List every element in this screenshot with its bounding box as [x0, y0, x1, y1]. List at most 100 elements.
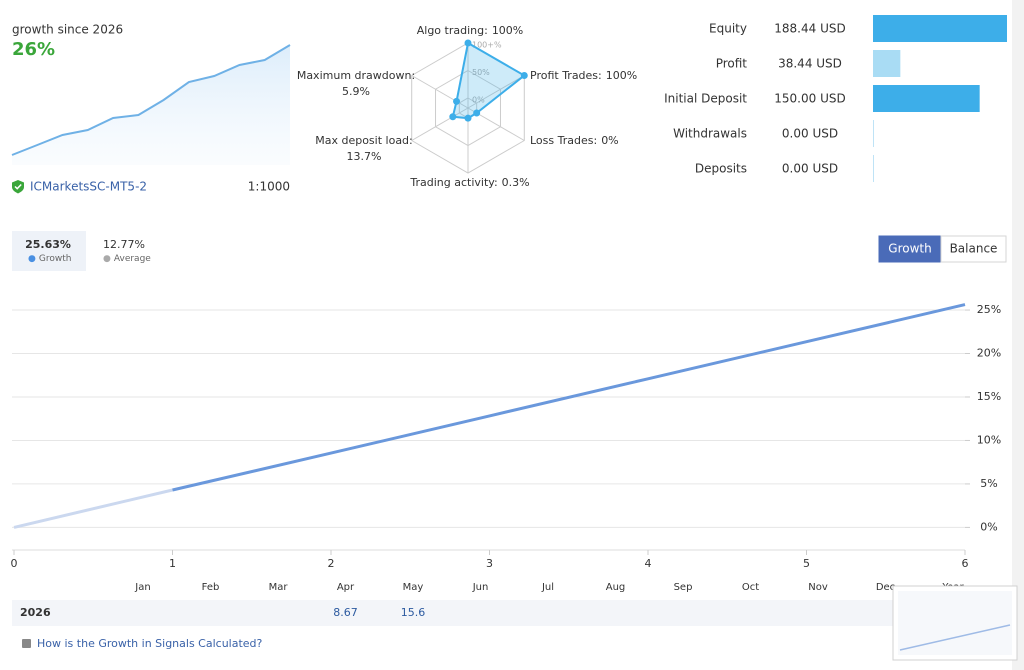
y-tick-label: 0%	[980, 520, 997, 533]
growth-value: 26%	[12, 39, 55, 60]
stat-dot: ●	[103, 254, 111, 264]
month-label: Jan	[134, 582, 150, 593]
month-label: Apr	[337, 582, 355, 593]
account-label: Withdrawals	[673, 127, 747, 141]
month-label: Nov	[808, 582, 828, 593]
radar-axis-value: 0.3%	[502, 176, 530, 189]
y-tick-label: 10%	[977, 433, 1001, 446]
stat-value: 25.63%	[25, 238, 71, 251]
account-label: Initial Deposit	[664, 92, 747, 106]
radar-point	[464, 114, 472, 122]
stat-name: Average	[114, 254, 151, 264]
x-tick-label: 6	[962, 557, 969, 570]
account-bar	[873, 120, 874, 147]
x-tick-label: 2	[328, 557, 335, 570]
account-bar	[873, 155, 874, 182]
account-label: Equity	[709, 22, 747, 36]
radar-point	[464, 39, 472, 47]
radar-point	[449, 113, 457, 121]
radar-axis-value: 5.9%	[342, 85, 370, 98]
y-tick-label: 20%	[977, 347, 1001, 360]
table-cell: 15.6	[401, 606, 426, 619]
x-tick-label: 5	[803, 557, 810, 570]
radar-axis-name: Algo trading:	[417, 24, 488, 37]
month-label: Dec	[876, 582, 895, 593]
radar-axis-label: Profit Trades: 100%	[530, 69, 637, 82]
stat-label: ● Growth	[28, 254, 71, 264]
stat-dot: ●	[28, 254, 36, 264]
month-label: Jun	[472, 582, 489, 593]
radar-tick-label: 100+%	[472, 41, 502, 50]
radar-axis-name: Trading activity:	[409, 176, 497, 189]
radar-axis-value: 13.7%	[347, 150, 382, 163]
radar-tick-label: 0%	[472, 96, 485, 105]
toggle-button[interactable]	[940, 235, 1007, 263]
account-value: 0.00 USD	[782, 162, 838, 176]
stat-value: 12.77%	[103, 238, 145, 251]
stat-tab-active[interactable]	[12, 231, 86, 271]
x-tick-label: 1	[169, 557, 176, 570]
toggle-button-label[interactable]: Growth	[888, 242, 931, 256]
radar-spoke	[467, 75, 525, 109]
account-bar	[873, 15, 1007, 42]
x-tick-label: 0	[11, 557, 18, 570]
right-edge	[1012, 0, 1024, 670]
account-value: 150.00 USD	[774, 92, 845, 106]
toggle-button[interactable]	[878, 235, 942, 263]
month-label: Oct	[742, 582, 759, 593]
radar-axis-value: 0%	[601, 134, 618, 147]
radar-point	[520, 72, 528, 79]
x-tick-label: 4	[645, 557, 652, 570]
growth-line	[13, 488, 173, 529]
account-bar	[873, 50, 901, 77]
toggle-button-label[interactable]: Balance	[950, 242, 998, 256]
radar-axis-value: 100%	[606, 69, 637, 82]
broker-link[interactable]: ICMarketsSC-MT5-2	[30, 180, 147, 194]
radar-axis-value: 100%	[492, 24, 523, 37]
growth-label: growth since 2026	[12, 23, 123, 37]
stat-label: ● Average	[103, 254, 151, 264]
radar-axis-label: Trading activity: 0.3%	[409, 176, 529, 189]
radar-axis-name: Maximum drawdown:	[297, 69, 415, 82]
radar-axis-name: Loss Trades:	[530, 134, 597, 147]
account-bar	[873, 85, 980, 112]
growth-line	[172, 303, 966, 492]
sparkline	[11, 44, 291, 156]
month-label: Sep	[674, 582, 693, 593]
thumbnail-line	[899, 624, 1011, 651]
radar-axis-label: Algo trading: 100%	[417, 24, 524, 37]
radar-point	[453, 97, 461, 105]
table-row-bg	[12, 600, 1012, 626]
help-icon	[22, 639, 31, 648]
month-label: Jul	[541, 582, 554, 593]
verified-check	[14, 183, 22, 190]
radar-axis-label: Loss Trades: 0%	[530, 134, 619, 147]
radar-spoke	[411, 107, 469, 141]
account-label: Deposits	[695, 162, 747, 176]
month-label: Feb	[202, 582, 220, 593]
radar-axis-name: Profit Trades:	[530, 69, 602, 82]
verified-icon	[12, 180, 24, 194]
x-tick-label: 3	[486, 557, 493, 570]
radar-point	[473, 109, 481, 117]
thumbnail-content	[898, 591, 1012, 655]
month-label: Mar	[269, 582, 289, 593]
help-link[interactable]: How is the Growth in Signals Calculated?	[37, 637, 263, 650]
y-tick-label: 5%	[980, 477, 997, 490]
account-label: Profit	[716, 57, 748, 71]
radar-tick-label: 50%	[472, 68, 490, 77]
account-value: 38.44 USD	[778, 57, 842, 71]
account-value: 0.00 USD	[782, 127, 838, 141]
account-value: 188.44 USD	[774, 22, 845, 36]
month-label: Aug	[606, 582, 626, 593]
month-label: May	[403, 582, 424, 593]
leverage: 1:1000	[248, 180, 290, 194]
y-tick-label: 25%	[977, 303, 1001, 316]
table-year: 2026	[20, 606, 51, 619]
stat-name: Growth	[39, 254, 72, 264]
y-tick-label: 15%	[977, 390, 1001, 403]
